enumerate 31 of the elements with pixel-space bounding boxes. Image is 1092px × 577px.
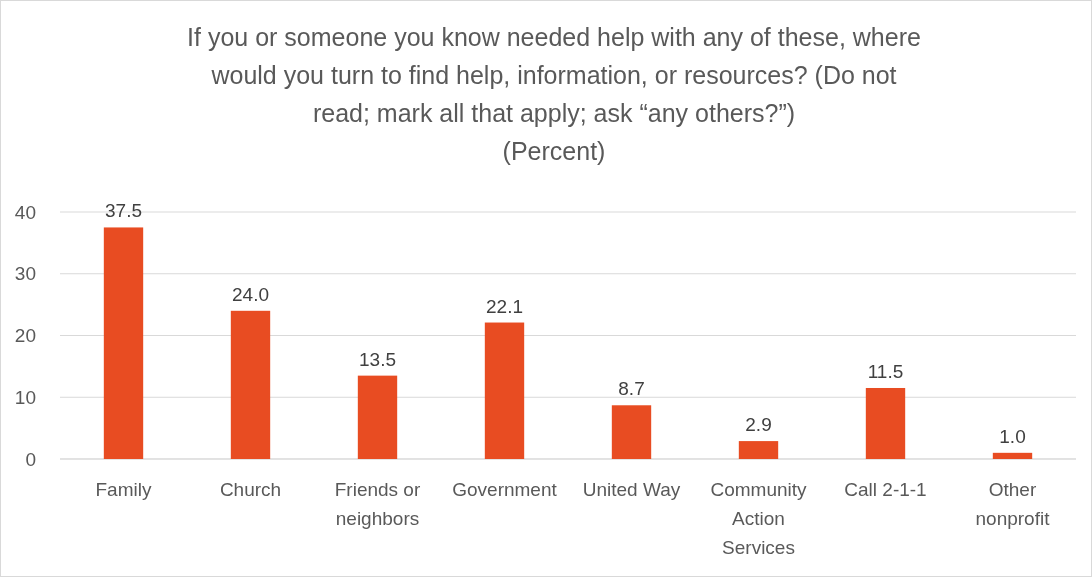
bar bbox=[992, 452, 1033, 459]
x-tick-label: Church bbox=[219, 479, 282, 500]
bar bbox=[357, 375, 398, 459]
y-tick-label: 20 bbox=[14, 325, 36, 347]
data-label: 8.7 bbox=[618, 378, 645, 400]
chart-title: If you or someone you know needed help with any of these, where would you turn to find help, information, or resources? (Do not read; mark all that apply; ask “any others?”) bbox=[187, 23, 921, 127]
x-tick-label: Government bbox=[452, 479, 558, 500]
chart-subtitle: (Percent) bbox=[502, 137, 606, 165]
data-label: 22.1 bbox=[486, 295, 523, 317]
bar bbox=[611, 405, 652, 459]
bar bbox=[865, 387, 906, 459]
x-tick-label: United Way bbox=[582, 479, 681, 500]
y-tick-label: 0 bbox=[25, 448, 36, 470]
bar bbox=[484, 322, 525, 459]
data-label: 37.5 bbox=[105, 200, 142, 222]
data-label: 11.5 bbox=[867, 360, 904, 382]
data-label: 2.9 bbox=[745, 414, 772, 436]
data-label: 13.5 bbox=[359, 348, 396, 370]
x-tick-label: Call 2-1-1 bbox=[844, 479, 927, 500]
y-tick-label: 10 bbox=[14, 386, 36, 408]
bar bbox=[230, 310, 271, 459]
data-label: 1.0 bbox=[999, 425, 1026, 447]
bar bbox=[103, 227, 144, 459]
x-tick-label: Other nonprofit bbox=[975, 479, 1051, 529]
x-tick-label: Friends or neighbors bbox=[334, 479, 421, 529]
y-tick-label: 30 bbox=[14, 263, 36, 285]
x-tick-label: Family bbox=[95, 479, 152, 500]
y-tick-label: 40 bbox=[14, 201, 36, 223]
data-label: 24.0 bbox=[232, 283, 269, 305]
bar bbox=[738, 441, 779, 459]
x-tick-label: Community Action Services bbox=[710, 479, 808, 558]
